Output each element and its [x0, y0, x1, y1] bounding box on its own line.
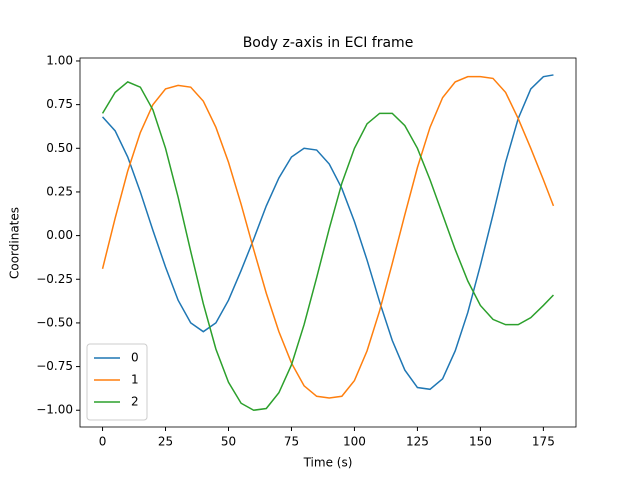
- x-tick-label: 75: [284, 435, 299, 449]
- y-tick-label: −1.00: [36, 403, 73, 417]
- axes-frame: [79, 57, 577, 428]
- legend-label: 1: [131, 373, 139, 387]
- x-tick-label: 125: [406, 435, 429, 449]
- x-tick-label: 100: [343, 435, 366, 449]
- line-series: [101, 75, 555, 399]
- y-tick-label: −0.25: [36, 272, 73, 286]
- x-tick-label: 50: [221, 435, 236, 449]
- y-tick-label: 0.75: [46, 97, 73, 111]
- legend-label: 0: [131, 351, 139, 365]
- legend-box: [86, 343, 148, 421]
- y-tick-label: 0.25: [46, 184, 73, 198]
- y-tick-label: 0.00: [46, 228, 73, 242]
- x-tick-label: 25: [158, 435, 173, 449]
- line-series: [101, 81, 554, 412]
- x-axis-label: Time (s): [303, 456, 353, 470]
- y-tick-label: −0.50: [36, 315, 73, 329]
- x-tick-label: 0: [99, 435, 107, 449]
- legend-label: 2: [131, 395, 139, 409]
- line-series: [101, 74, 554, 391]
- y-tick-label: −0.75: [36, 359, 73, 373]
- y-tick-label: 0.50: [46, 141, 73, 155]
- y-axis-label: Coordinates: [8, 207, 22, 279]
- x-tick-label: 175: [532, 435, 555, 449]
- x-tick-label: 150: [469, 435, 492, 449]
- chart-title: Body z-axis in ECI frame: [243, 35, 414, 51]
- y-tick-label: 1.00: [46, 53, 73, 67]
- legend: 0 1 2: [86, 343, 148, 421]
